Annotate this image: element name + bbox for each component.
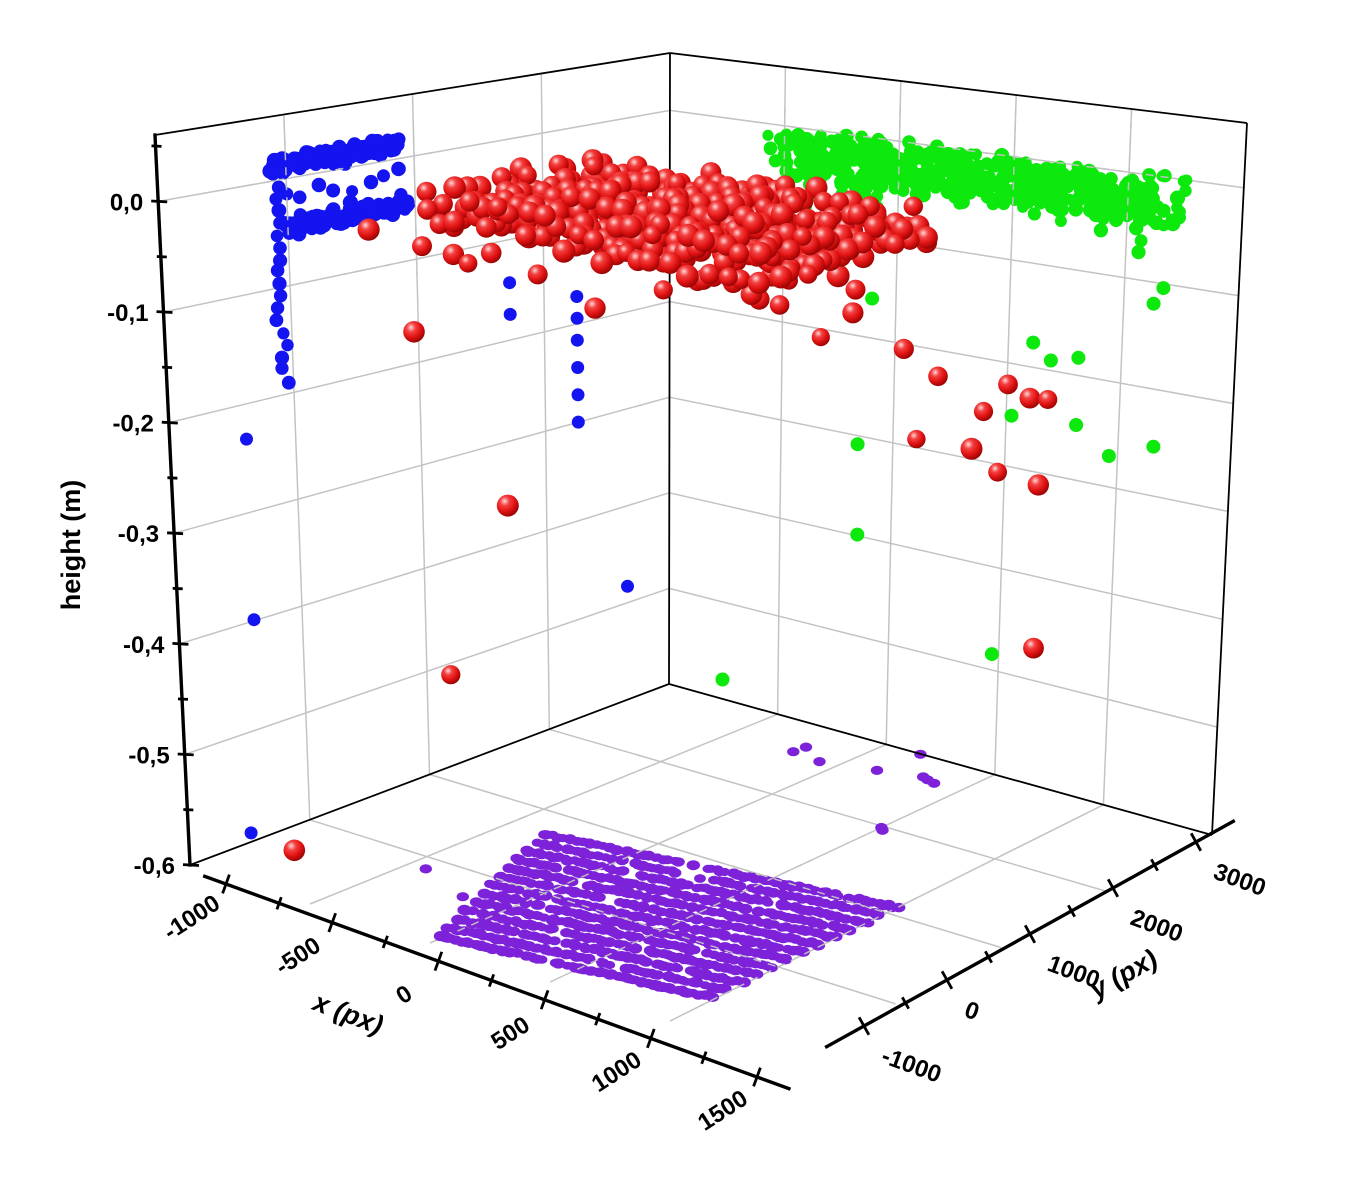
axis-ticks [151, 144, 1203, 1087]
x-tick-label: 500 [486, 1011, 534, 1055]
x-tick-label: -500 [271, 932, 326, 981]
z-tick-label: -0,5 [128, 742, 169, 769]
x-tick-label: 1000 [587, 1046, 646, 1098]
series-blue-scan [262, 132, 416, 390]
x-tick-label: -1000 [159, 890, 225, 946]
series-green-band [762, 128, 1193, 260]
z-axis-title: height (m) [56, 480, 86, 610]
z-tick-label: -0,1 [107, 300, 148, 327]
y-tick-label: 2000 [1127, 904, 1186, 948]
z-tick-label: 0,0 [110, 189, 143, 216]
y-tick-label: 3000 [1210, 858, 1269, 902]
x-tick-label: 0 [391, 980, 417, 1010]
x-tick-label: 1500 [693, 1085, 752, 1137]
y-axis-title: y (px) [1083, 944, 1162, 1006]
series-purple-raster [419, 742, 941, 1002]
x-axis-title: x (px) [307, 986, 387, 1041]
series-red-spheres [283, 149, 1058, 862]
stray-points [240, 195, 1171, 840]
z-tick-label: -0,4 [123, 632, 165, 659]
box-edges [154, 52, 1248, 866]
z-tick-label: -0,3 [118, 521, 159, 548]
y-tick-label: -1000 [878, 1042, 945, 1088]
z-tick-label: -0,6 [134, 853, 175, 880]
z-tick-label: -0,2 [112, 411, 153, 438]
y-tick-label: 0 [961, 996, 983, 1026]
